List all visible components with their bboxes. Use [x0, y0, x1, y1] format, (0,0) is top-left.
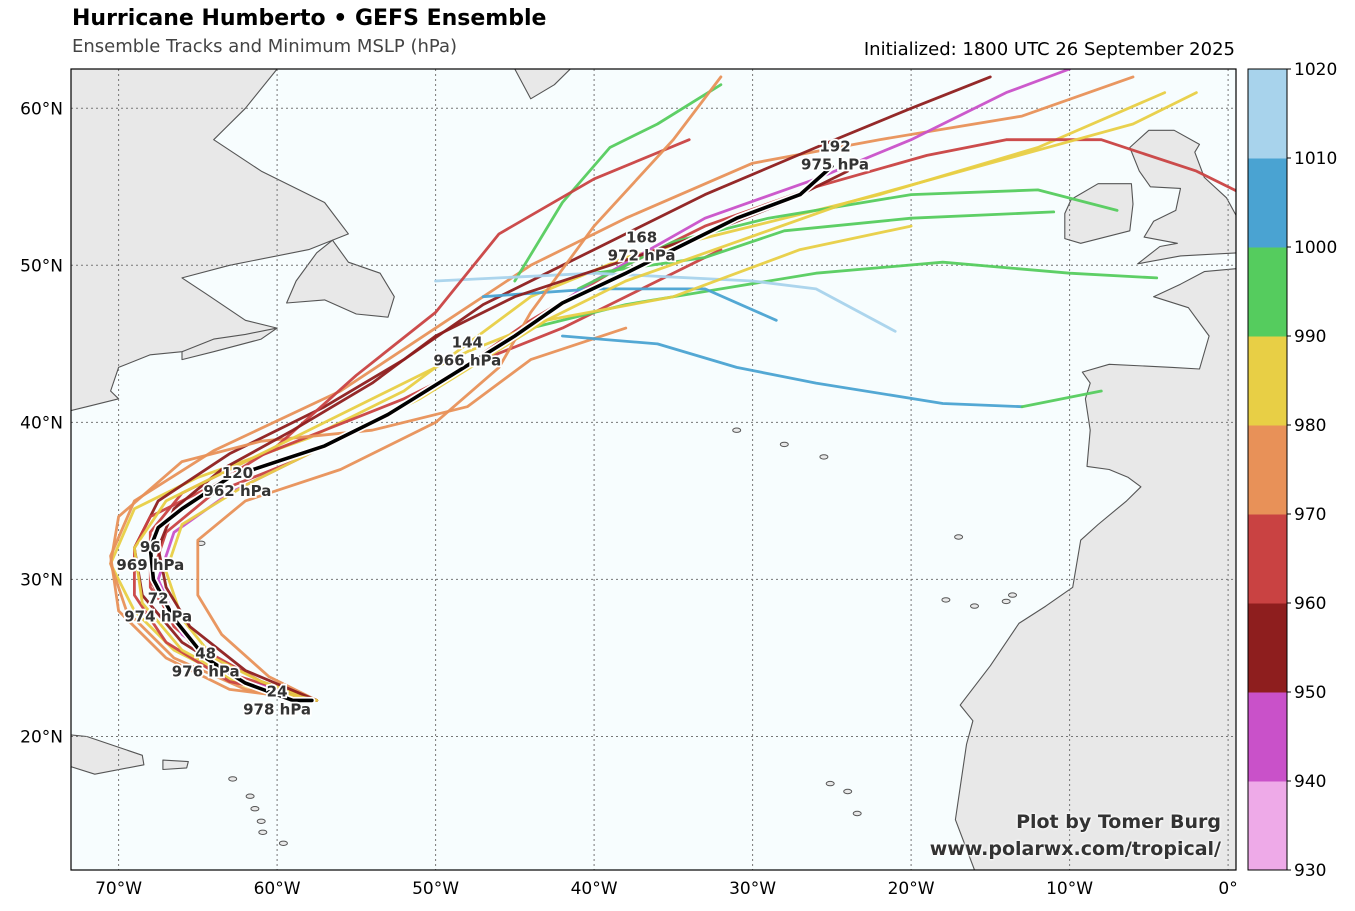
ensemble-member-track	[481, 287, 778, 322]
latitude-tick-label: 30°N	[20, 570, 63, 590]
ensemble-member-track	[513, 83, 723, 283]
nova-scotia-island	[181, 327, 278, 361]
colorbar-segment	[1248, 514, 1287, 604]
island	[245, 793, 255, 799]
greenland-tip	[514, 69, 571, 100]
longitude-tick-label: 70°W	[95, 879, 142, 899]
island	[779, 441, 789, 448]
chart-subtitle: Ensemble Tracks and Minimum MSLP (hPa)	[72, 36, 458, 57]
forecast-hour-label: 144	[452, 334, 483, 352]
island	[228, 776, 238, 782]
colorbar-segment	[1248, 692, 1287, 782]
colorbar-tick-label: 980	[1294, 416, 1326, 436]
colorbar-tick-label: 930	[1294, 861, 1326, 881]
island	[1001, 598, 1011, 605]
island	[256, 818, 266, 824]
ensemble-member-track	[109, 326, 628, 702]
island	[843, 788, 853, 795]
longitude-tick-label: 60°W	[254, 879, 301, 899]
colorbar-tick-label: 940	[1294, 772, 1326, 792]
ensemble-member-track	[1020, 389, 1103, 409]
mslp-label: 972 hPa	[608, 247, 676, 265]
north-america-landmass	[71, 69, 349, 412]
newfoundland-island	[286, 239, 395, 318]
colorbar-tick-label: 1010	[1294, 149, 1337, 169]
colorbar-segment	[1248, 247, 1287, 337]
colorbar-segment	[1248, 603, 1287, 693]
map-frame	[70, 68, 1237, 871]
forecast-hour-label: 120	[222, 464, 253, 482]
axis-labels: 70°W 60°W 50°W 40°W 30°W 20°W 10°W 0° 20°N 30°N 40…	[20, 99, 1238, 899]
island	[954, 534, 964, 540]
credit-url: www.polarwx.com/tropical/	[929, 838, 1221, 860]
island	[258, 829, 268, 835]
europe-africa-landmass	[954, 268, 1236, 870]
island	[732, 427, 742, 433]
ensemble-member-track	[132, 224, 913, 702]
longitude-tick-label: 40°W	[571, 879, 618, 899]
ensemble-member-track	[156, 169, 850, 702]
colorbar-segment	[1248, 781, 1287, 871]
mslp-label: 962 hPa	[203, 482, 271, 500]
island	[819, 454, 829, 460]
longitude-tick-label: 30°W	[729, 879, 776, 899]
forecast-hour-label: 72	[148, 590, 169, 608]
mslp-label: 976 hPa	[172, 663, 240, 681]
colorbar-tick-label: 1000	[1294, 238, 1337, 258]
latitude-tick-label: 40°N	[20, 413, 63, 433]
island	[970, 603, 979, 609]
forecast-hour-label: 24	[267, 682, 288, 700]
forecast-hour-label: 48	[195, 645, 216, 663]
colorbar-tick-label: 960	[1294, 594, 1326, 614]
colorbar-segment	[1248, 69, 1287, 159]
chart-title: Hurricane Humberto • GEFS Ensemble	[72, 6, 547, 31]
initialized-time: Initialized: 1800 UTC 26 September 2025	[863, 39, 1235, 60]
colorbar-segment	[1248, 158, 1287, 248]
colorbar-tick-label: 970	[1294, 505, 1326, 525]
mslp-label: 966 hPa	[433, 352, 501, 370]
credit-author: Plot by Tomer Burg	[1016, 811, 1221, 833]
land-masses	[71, 69, 1236, 870]
mslp-label: 974 hPa	[124, 608, 192, 626]
ensemble-member-track	[592, 210, 1056, 275]
forecast-hour-label: 96	[140, 538, 161, 556]
longitude-tick-label: 50°W	[412, 879, 459, 899]
island	[941, 597, 951, 603]
colorbar-tick-label: 1020	[1294, 60, 1337, 80]
mslp-label: 975 hPa	[801, 155, 869, 173]
island	[278, 840, 288, 846]
puerto-rico	[162, 759, 189, 771]
colorbar-segment	[1248, 336, 1287, 426]
colorbar-tick-label: 990	[1294, 327, 1326, 347]
ensemble-member-track	[434, 271, 897, 333]
mslp-colorbar: 930 940 950 960 970 980 990 1000 1010 1020	[1247, 60, 1337, 881]
latitude-tick-label: 50°N	[20, 256, 63, 276]
longitude-tick-label: 0°	[1218, 879, 1237, 899]
ensemble-member-track	[561, 334, 1024, 409]
forecast-hour-label: 168	[626, 229, 657, 247]
mean-track-line	[148, 164, 834, 703]
forecast-hour-label: 192	[819, 137, 850, 155]
longitude-tick-label: 10°W	[1046, 879, 1093, 899]
island	[250, 806, 260, 812]
island	[852, 810, 862, 817]
island	[1008, 592, 1017, 598]
mslp-label: 978 hPa	[243, 700, 311, 718]
colorbar-segment	[1248, 425, 1287, 515]
colorbar-tick-label: 950	[1294, 683, 1326, 703]
ensemble-member-track	[196, 75, 723, 702]
ensemble-mean-track	[146, 162, 836, 704]
latitude-tick-label: 20°N	[20, 728, 63, 748]
latitude-tick-label: 60°N	[20, 99, 63, 119]
longitude-tick-label: 20°W	[888, 879, 935, 899]
colorbar-frame	[1247, 68, 1288, 871]
ireland-island	[1064, 183, 1134, 244]
ensemble-member-track	[132, 75, 992, 702]
mslp-label: 969 hPa	[116, 556, 184, 574]
island	[825, 780, 835, 787]
